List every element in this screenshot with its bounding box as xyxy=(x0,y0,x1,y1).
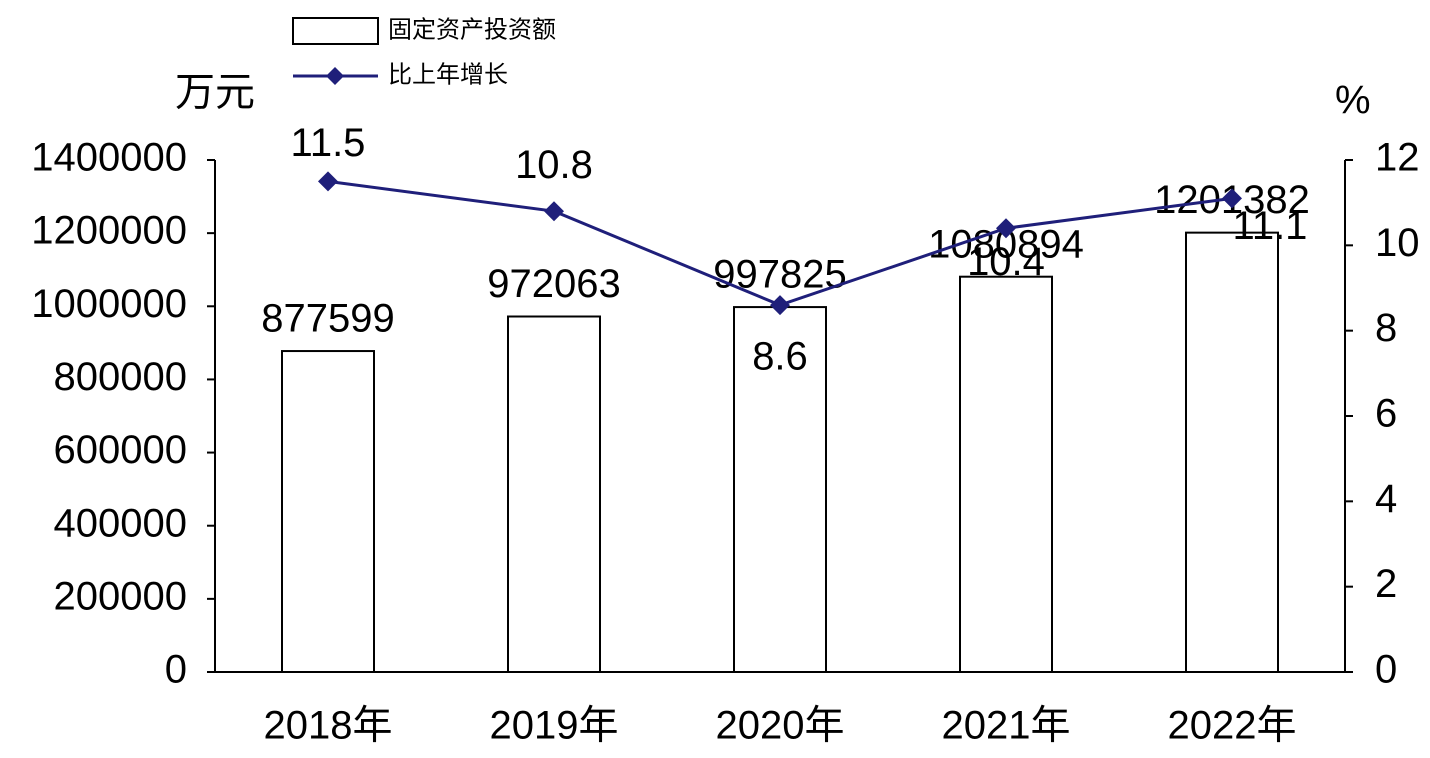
y2-axis-title: % xyxy=(1335,79,1371,123)
y-tick-label: 1000000 xyxy=(31,282,187,326)
y2-tick-label: 0 xyxy=(1375,648,1397,692)
y-tick-label: 1200000 xyxy=(31,209,187,253)
y2-tick-label: 12 xyxy=(1375,136,1420,180)
y-tick-label: 400000 xyxy=(54,501,187,545)
bar xyxy=(1185,231,1279,673)
legend-marker xyxy=(326,67,344,85)
line-marker xyxy=(996,218,1016,239)
line-value-label: 10.4 xyxy=(967,240,1045,284)
legend-label: 固定资产投资额 xyxy=(388,16,556,43)
legend-label: 比上年增长 xyxy=(388,61,508,88)
y2-tick-label: 6 xyxy=(1375,392,1397,436)
x-tick-label: 2018年 xyxy=(264,704,393,748)
line-value-label: 11.5 xyxy=(291,121,366,165)
y2-tick-label: 8 xyxy=(1375,306,1397,350)
y-tick-label: 1400000 xyxy=(31,136,187,180)
line-value-label: 8.6 xyxy=(752,335,808,379)
bar xyxy=(959,275,1053,673)
x-tick-label: 2019年 xyxy=(490,704,619,748)
bar-value-label: 972063 xyxy=(487,262,620,306)
line-marker xyxy=(1222,188,1242,209)
y2-tick-label: 4 xyxy=(1375,477,1397,521)
y-tick-label: 800000 xyxy=(54,355,187,399)
line-marker xyxy=(318,171,338,192)
x-tick-label: 2021年 xyxy=(942,704,1071,748)
y2-tick-label: 10 xyxy=(1375,221,1420,265)
line-marker xyxy=(544,201,564,222)
x-tick-label: 2020年 xyxy=(716,704,845,748)
bar-value-label: 877599 xyxy=(261,297,394,341)
bar xyxy=(281,350,375,673)
y-tick-label: 600000 xyxy=(54,428,187,472)
y-axis-title: 万元 xyxy=(175,71,255,115)
y-tick-label: 0 xyxy=(165,648,187,692)
y-tick-label: 200000 xyxy=(54,574,187,618)
y2-tick-label: 2 xyxy=(1375,562,1397,606)
x-tick-label: 2022年 xyxy=(1168,704,1297,748)
line-value-label: 10.8 xyxy=(515,143,593,187)
line-value-label: 11.1 xyxy=(1233,204,1308,248)
bar xyxy=(507,315,601,673)
legend-swatch-bar xyxy=(292,17,379,45)
line-marker xyxy=(770,295,790,316)
